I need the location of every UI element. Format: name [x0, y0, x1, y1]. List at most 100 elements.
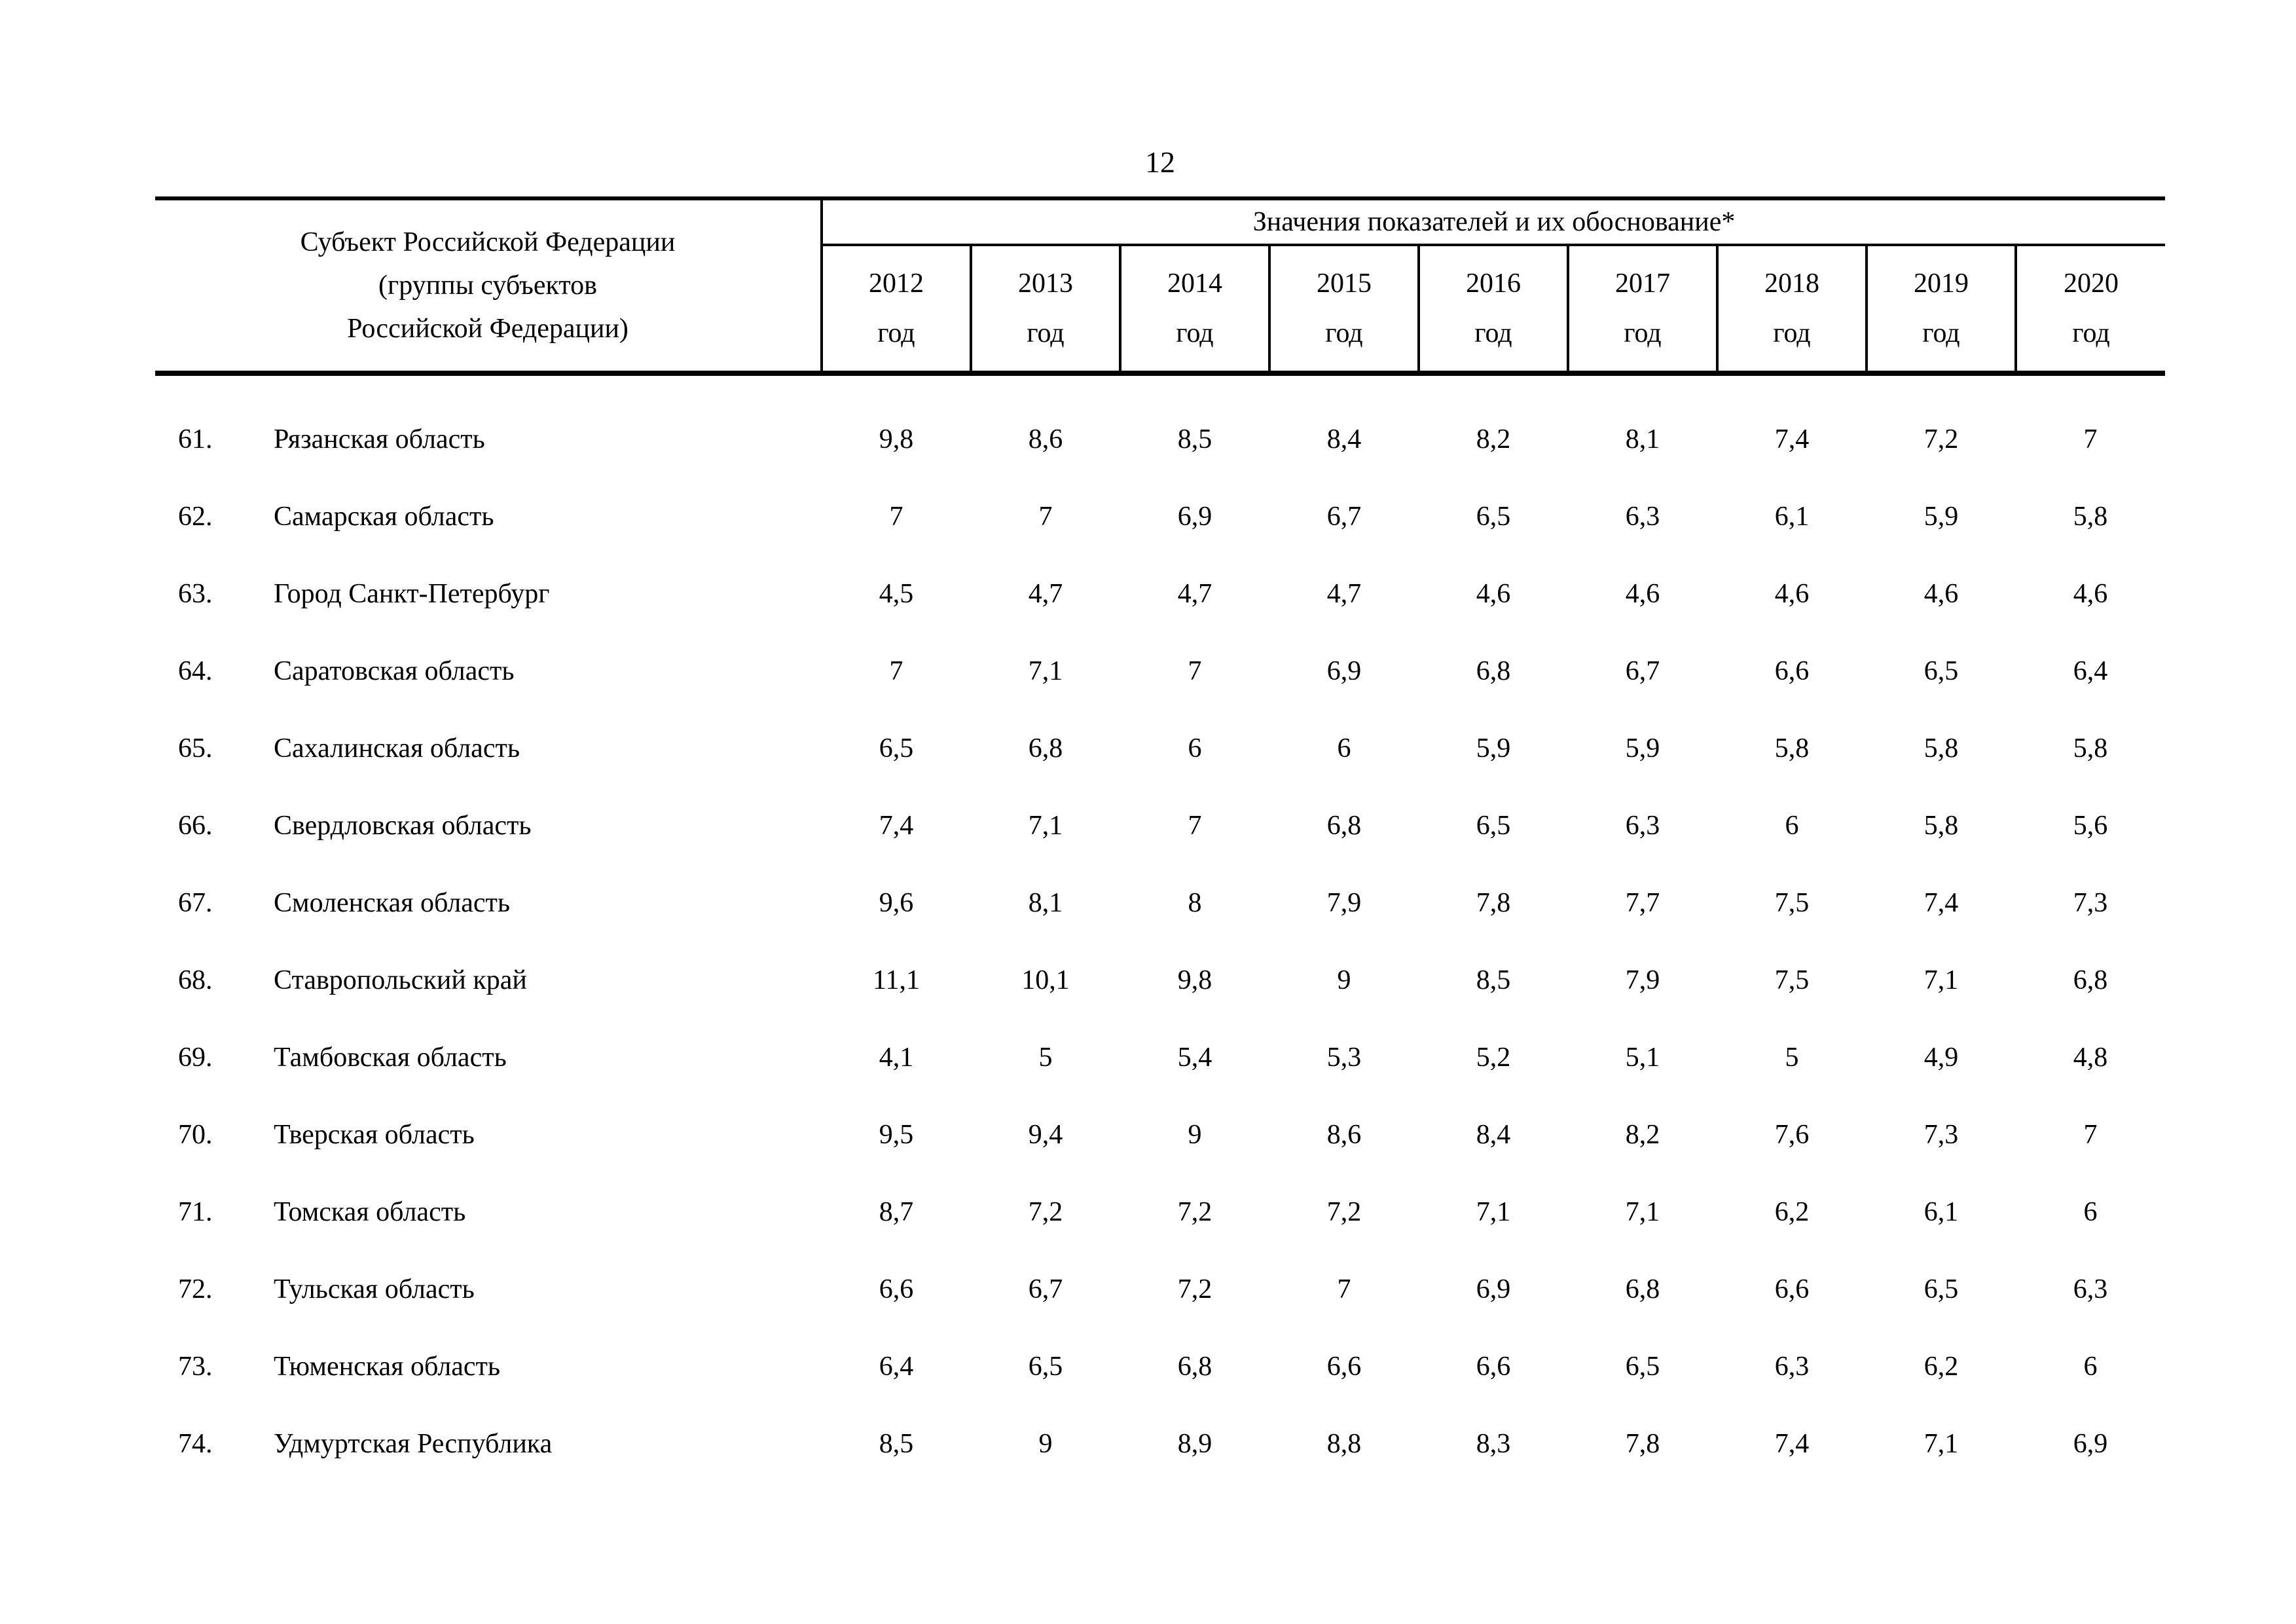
year-header-2014: 2014 год: [1119, 245, 1269, 376]
value-cell: 7,9: [1326, 888, 1362, 918]
value-cell: 7,7: [1625, 888, 1660, 918]
value-cell: 8,2: [1476, 424, 1511, 454]
value-cell: 7,2: [1177, 1274, 1212, 1304]
row-number: 63.: [178, 579, 213, 609]
value-cell: 7,4: [1774, 1429, 1810, 1459]
value-cell: 7,1: [1923, 965, 1959, 995]
region-cell: 70. Тверская область: [155, 1096, 822, 1173]
region-cell: 61. Рязанская область: [155, 373, 822, 478]
value-cell: 5,9: [1923, 502, 1959, 532]
value-cell: 6,5: [1923, 656, 1959, 686]
value-cell: 4,1: [879, 1043, 914, 1073]
value-cell: 6,6: [1774, 1274, 1810, 1304]
value-cell: 6,9: [2073, 1429, 2108, 1459]
value-cell: 5: [1038, 1043, 1053, 1073]
year-label: 2016: [1466, 268, 1521, 299]
region-name: Саратовская область: [274, 656, 515, 686]
year-suffix: год: [1027, 318, 1065, 348]
region-name: Ставропольский край: [274, 965, 527, 995]
table-row: 64. Саратовская область 7 7,1 7 6,9 6,8 6…: [155, 633, 2165, 710]
value-cell: 4,6: [2073, 579, 2108, 609]
value-cell: 8,9: [1177, 1429, 1212, 1459]
row-number: 69.: [178, 1043, 213, 1073]
value-cell: 5,8: [2073, 733, 2108, 764]
value-cell: 6,6: [1774, 656, 1810, 686]
value-cell: 6,5: [1923, 1274, 1959, 1304]
region-cell: 67. Смоленская область: [155, 864, 822, 942]
value-cell: 7,3: [1923, 1120, 1959, 1150]
year-label: 2013: [1018, 268, 1073, 299]
value-cell: 7,1: [1476, 1197, 1511, 1227]
indicators-table: Субъект Российской Федерации (группы суб…: [155, 196, 2166, 1483]
value-cell: 6,8: [1326, 811, 1362, 841]
value-cell: 6,5: [1476, 502, 1511, 532]
value-cell: 7: [1038, 502, 1053, 532]
value-cell: 6,7: [1028, 1274, 1063, 1304]
value-cell: 4,6: [1774, 579, 1810, 609]
value-cell: 6: [1337, 733, 1351, 764]
value-cell: 7,2: [1326, 1197, 1362, 1227]
table-row: 66. Свердловская область 7,4 7,1 7 6,8 6,…: [155, 787, 2165, 864]
value-cell: 8,2: [1625, 1120, 1660, 1150]
row-number: 73.: [178, 1352, 213, 1382]
value-cell: 6,7: [1326, 502, 1362, 532]
value-cell: 8,5: [1476, 965, 1511, 995]
subject-header-line: (группы субъектов: [378, 270, 598, 301]
table-row: 73. Тюменская область 6,4 6,5 6,8 6,6 6,6…: [155, 1328, 2165, 1405]
value-cell: 6,8: [2073, 965, 2108, 995]
value-cell: 9: [1337, 965, 1351, 995]
year-suffix: год: [1773, 318, 1811, 348]
value-cell: 6: [1188, 733, 1202, 764]
value-cell: 6,6: [1476, 1352, 1511, 1382]
year-label: 2018: [1764, 268, 1819, 299]
value-cell: 5: [1785, 1043, 1799, 1073]
year-label: 2017: [1615, 268, 1670, 299]
region-name: Самарская область: [274, 502, 494, 532]
value-cell: 7,1: [1625, 1197, 1660, 1227]
region-name: Томская область: [274, 1197, 466, 1227]
region-cell: 68. Ставропольский край: [155, 942, 822, 1019]
value-cell: 6,3: [1625, 811, 1660, 841]
value-cell: 6,9: [1476, 1274, 1511, 1304]
value-cell: 7,1: [1028, 811, 1063, 841]
row-number: 70.: [178, 1120, 213, 1150]
value-cell: 9: [1038, 1429, 1053, 1459]
region-cell: 74. Удмуртская Республика: [155, 1405, 822, 1483]
value-cell: 4,6: [1625, 579, 1660, 609]
value-cell: 5,8: [1923, 811, 1959, 841]
region-name: Смоленская область: [274, 888, 511, 918]
value-cell: 4,6: [1476, 579, 1511, 609]
value-cell: 8: [1188, 888, 1202, 918]
value-cell: 9,4: [1028, 1120, 1063, 1150]
value-cell: 5,8: [1923, 733, 1959, 764]
row-number: 72.: [178, 1274, 213, 1304]
year-label: 2012: [869, 268, 924, 299]
value-cell: 7,6: [1774, 1120, 1810, 1150]
value-cell: 7,2: [1177, 1197, 1212, 1227]
value-cell: 7,3: [2073, 888, 2108, 918]
value-cell: 6,2: [1923, 1352, 1959, 1382]
table-row: 69. Тамбовская область 4,1 5 5,4 5,3 5,2 …: [155, 1019, 2165, 1096]
value-cell: 5,9: [1625, 733, 1660, 764]
row-number: 62.: [178, 502, 213, 532]
value-cell: 6,1: [1923, 1197, 1959, 1227]
year-header-2012: 2012 год: [822, 245, 971, 376]
region-name: Тамбовская область: [274, 1043, 507, 1073]
year-suffix: год: [1474, 318, 1512, 348]
value-cell: 6,3: [1625, 502, 1660, 532]
value-cell: 7,8: [1625, 1429, 1660, 1459]
table-row: 67. Смоленская область 9,6 8,1 8 7,9 7,8 …: [155, 864, 2165, 942]
value-cell: 7: [889, 502, 903, 532]
year-header-2019: 2019 год: [1865, 245, 2016, 376]
year-header-2017: 2017 год: [1567, 245, 1717, 376]
value-cell: 5,8: [2073, 502, 2108, 532]
year-header-2020: 2020 год: [2014, 245, 2166, 376]
value-cell: 5,4: [1177, 1043, 1212, 1073]
row-number: 68.: [178, 965, 213, 995]
region-name: Рязанская область: [274, 424, 485, 454]
row-number: 71.: [178, 1197, 213, 1227]
value-cell: 8,4: [1476, 1120, 1511, 1150]
year-suffix: год: [1176, 318, 1214, 348]
region-cell: 72. Тульская область: [155, 1251, 822, 1328]
